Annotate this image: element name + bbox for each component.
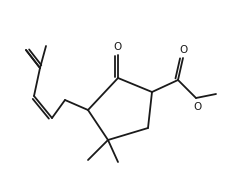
Text: O: O	[193, 102, 201, 112]
Text: O: O	[179, 45, 187, 55]
Text: O: O	[114, 42, 122, 52]
